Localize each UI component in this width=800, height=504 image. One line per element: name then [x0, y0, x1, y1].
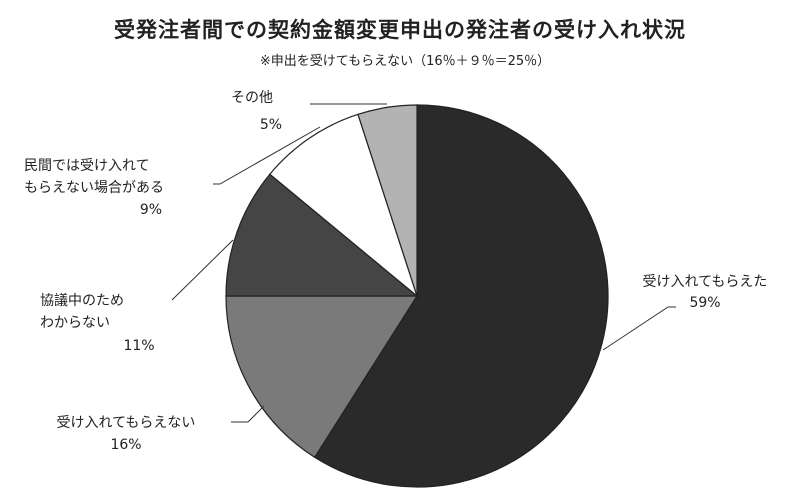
chart-title: 受発注者間での契約金額変更申出の発注者の受け入れ状況: [114, 18, 686, 42]
slice-value-label-1: 16%: [110, 437, 141, 453]
pie-slice-4: [357, 104, 418, 297]
slice-label-3-line-1: もらえない場合がある: [24, 180, 164, 196]
pie-slice-1: [225, 295, 419, 459]
leader-line-1: [231, 405, 265, 423]
slice-label-1-line-0: 受け入れてもらえない: [57, 415, 196, 431]
leader-line-3: [213, 126, 321, 185]
chart-subtitle: ※申出を受けてもらえない（16％＋９％＝25％）: [259, 54, 551, 69]
pie-slices: [225, 104, 609, 488]
slice-value-label-2: 11%: [123, 338, 154, 354]
slice-label-2-line-1: わからない: [40, 315, 110, 331]
slice-value-label-0: 59%: [689, 295, 720, 311]
slice-label-4-line-0: その他: [231, 90, 273, 106]
slice-value-label-4: 5%: [260, 117, 282, 133]
pie-slice-3: [268, 113, 419, 298]
leader-line-0: [602, 306, 676, 351]
slice-label-2-line-0: 協議中のため: [40, 292, 124, 309]
slice-value-label-3: 9%: [140, 202, 162, 218]
pie-slice-0: [313, 104, 609, 488]
pie-slice-2: [225, 173, 419, 297]
leader-line-2: [171, 239, 234, 301]
slice-label-0-line-0: 受け入れてもらえた: [643, 274, 768, 290]
leader-lines: [171, 103, 676, 423]
slice-label-3-line-0: 民間では受け入れて: [24, 158, 150, 174]
